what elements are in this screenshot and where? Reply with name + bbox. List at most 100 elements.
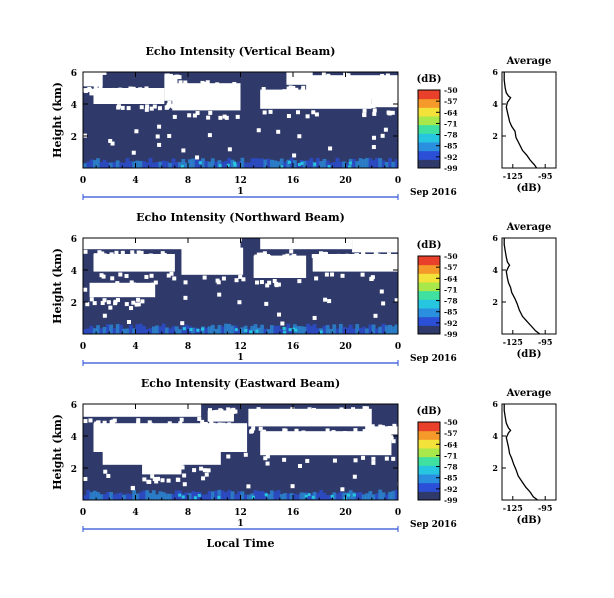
no-data-speck (131, 86, 136, 91)
low-echo-cell (102, 159, 107, 168)
low-echo-cell (253, 490, 258, 500)
no-data-speck (307, 70, 312, 75)
low-echo-cell (381, 323, 386, 334)
no-data-speck (261, 237, 266, 242)
no-data-speck (372, 111, 377, 116)
low-echo-cell (332, 161, 337, 168)
profile-x-tick-label: -125 (503, 503, 523, 513)
low-echo-cell (338, 161, 343, 168)
colorbar-frame (417, 255, 441, 335)
low-echo-cell (96, 325, 100, 334)
no-data-speck (353, 253, 358, 258)
no-data-speck (327, 299, 332, 304)
no-data-speck (102, 420, 107, 425)
no-data-speck (314, 112, 319, 117)
low-echo-cell (273, 160, 278, 168)
panel-title: Echo Intensity (Vertical Beam) (145, 45, 335, 58)
no-data-speck (85, 302, 90, 307)
profile-title: Average (506, 56, 552, 67)
no-data-speck (246, 484, 251, 489)
no-data-region (93, 423, 248, 452)
low-echo-cell (348, 324, 353, 334)
no-data-speck (362, 256, 367, 261)
no-data-speck (151, 403, 156, 408)
no-data-speck (378, 425, 383, 430)
no-data-region (83, 238, 241, 250)
no-data-speck (243, 452, 248, 457)
no-data-speck (307, 100, 312, 105)
low-echo-cell (148, 328, 153, 334)
low-echo-cell (92, 160, 97, 168)
no-data-speck (83, 287, 88, 292)
strong-echo-cell (280, 165, 284, 169)
low-echo-cell (142, 490, 146, 500)
no-data-speck (294, 428, 299, 433)
no-data-speck (120, 105, 125, 110)
no-data-speck (369, 436, 374, 441)
no-data-speck (305, 458, 310, 463)
low-echo-cell (358, 327, 363, 334)
low-echo-cell (109, 162, 114, 168)
no-data-speck (228, 427, 233, 432)
low-echo-cell (371, 324, 376, 334)
profile-y-tick-label: 6 (492, 233, 498, 243)
low-echo-cell (391, 490, 396, 500)
no-data-speck (370, 424, 375, 429)
no-data-speck (183, 295, 188, 300)
low-echo-cell (161, 323, 166, 334)
low-echo-cell (342, 492, 346, 500)
no-data-region (352, 238, 398, 253)
colorbar-segment (418, 474, 440, 484)
low-echo-cell (329, 328, 333, 334)
profile-x-tick-label: -95 (538, 503, 552, 513)
no-data-speck (380, 73, 385, 78)
no-data-speck (217, 422, 222, 427)
no-data-speck (155, 134, 160, 139)
no-data-speck (283, 428, 288, 433)
no-data-speck (202, 468, 207, 473)
no-data-speck (180, 321, 185, 326)
low-echo-cell (158, 161, 163, 168)
low-echo-cell (217, 325, 222, 334)
no-data-speck (314, 276, 319, 281)
panel-1: Echo Intensity (Vertical Beam)0 4 8 12 16 20 0… (51, 45, 557, 200)
x-tick-label: 0 (395, 342, 401, 352)
low-echo-cell (210, 491, 215, 500)
y-tick-label: 6 (71, 235, 77, 245)
no-data-speck (136, 418, 141, 423)
low-echo-cell (345, 162, 350, 168)
x-tick-label: 0 (80, 342, 86, 352)
low-echo-cell (306, 492, 310, 500)
profile-x-label: (dB) (517, 183, 542, 194)
low-echo-cell (240, 327, 245, 334)
no-data-region (365, 426, 398, 435)
low-echo-cell (237, 491, 241, 500)
no-data-speck (175, 477, 180, 482)
low-echo-cell (158, 326, 163, 334)
low-echo-cell (112, 162, 117, 168)
low-echo-cell (378, 326, 383, 334)
colorbar-segment (418, 491, 440, 501)
no-data-region (89, 282, 156, 298)
low-echo-cell (368, 158, 373, 168)
no-data-speck (351, 407, 356, 412)
low-echo-cell (128, 324, 133, 334)
no-data-speck (385, 77, 390, 82)
low-echo-cell (230, 325, 235, 334)
no-data-speck (115, 281, 120, 286)
colorbar-tick-label: -85 (444, 474, 458, 483)
no-data-speck (93, 253, 98, 258)
no-data-speck (104, 448, 109, 453)
low-echo-cell (286, 323, 291, 334)
low-echo-cell (279, 329, 284, 334)
colorbar-segment (418, 150, 440, 160)
no-data-speck (370, 438, 375, 443)
colorbar-unit: (dB) (417, 240, 442, 251)
no-data-speck (265, 454, 270, 459)
no-data-speck (124, 302, 129, 307)
no-data-speck (305, 114, 310, 119)
low-echo-cell (86, 161, 91, 168)
no-data-speck (332, 458, 337, 463)
x-tick-label: 20 (339, 342, 352, 352)
strong-echo-cell (233, 161, 237, 165)
